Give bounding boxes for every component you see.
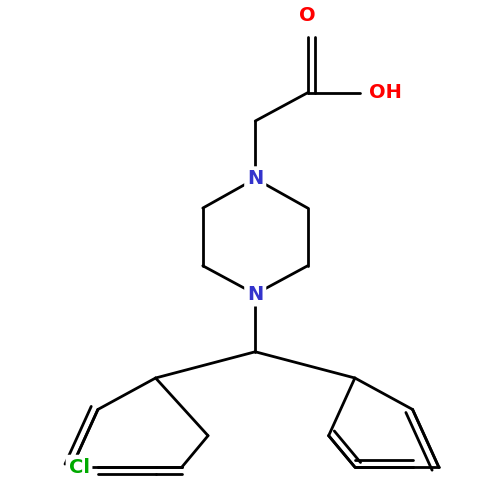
Text: N: N — [247, 284, 264, 304]
Text: Cl: Cl — [68, 458, 89, 476]
Text: OH: OH — [368, 83, 402, 102]
Text: N: N — [247, 169, 264, 188]
Text: O: O — [300, 6, 316, 25]
